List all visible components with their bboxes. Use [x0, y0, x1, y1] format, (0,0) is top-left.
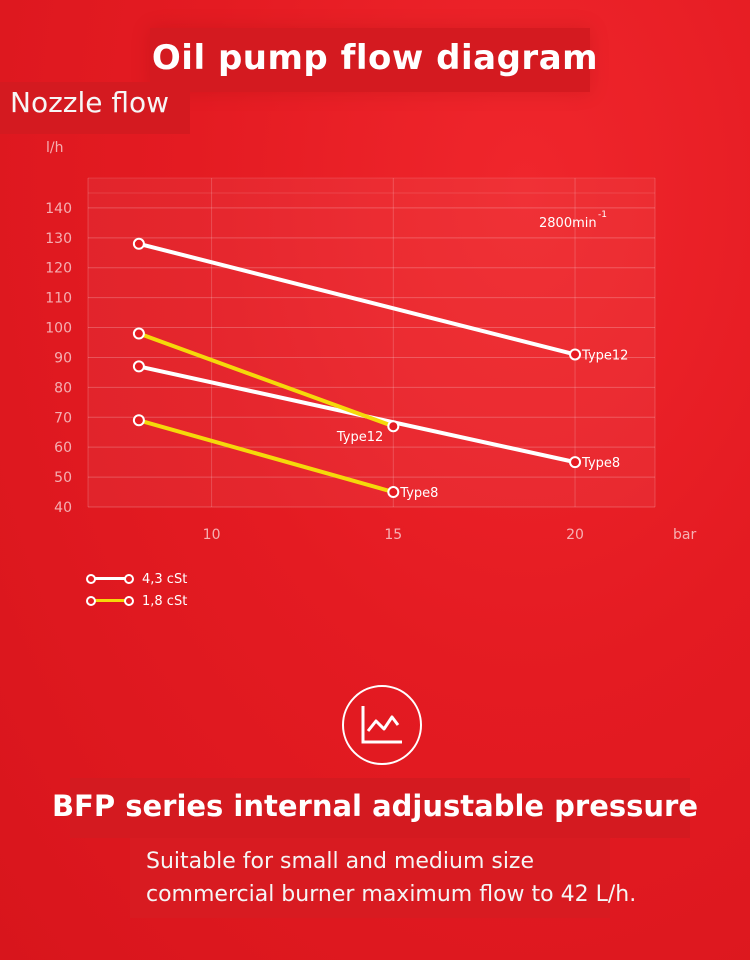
data-point — [569, 348, 582, 361]
data-point — [132, 327, 145, 340]
series-end-label: Type8 — [581, 456, 620, 471]
y-tick-label: 70 — [54, 410, 72, 426]
page-title: Oil pump flow diagram — [151, 38, 599, 78]
legend-label: 1,8 cSt — [142, 593, 188, 609]
flow-chart: 40 50 60 70 80 90 100 110 120 130 140 10 15 20 l/h bar 2… — [45, 140, 696, 543]
data-point — [132, 414, 145, 427]
chart-subtitle: Nozzle flow — [10, 86, 170, 119]
y-tick-label: 40 — [54, 500, 72, 516]
plot-area — [88, 178, 655, 507]
y-tick-label: 130 — [45, 231, 72, 247]
data-point — [387, 420, 400, 433]
series-end-label: Type12 — [336, 430, 383, 445]
series-line — [136, 241, 578, 357]
data-point — [132, 360, 145, 373]
y-tick-label: 80 — [54, 380, 72, 396]
legend-label: 4,3 cSt — [142, 571, 188, 587]
line-chart-icon — [342, 685, 422, 765]
subtitle-background — [0, 82, 190, 134]
legend-swatch-yellow — [86, 596, 134, 606]
chart-legend: 4,3 cSt 1,8 cSt — [86, 568, 187, 612]
x-tick-label: 20 — [566, 527, 584, 543]
x-tick-label: 15 — [384, 527, 402, 543]
feature-heading: BFP series internal adjustable pressure — [51, 789, 699, 823]
rpm-annotation: 2800min — [539, 216, 597, 231]
description-line-2: commercial burner maximum flow to 42 L/h… — [146, 882, 637, 907]
title-background — [150, 28, 590, 92]
y-tick-label: 110 — [45, 291, 72, 307]
y-axis-label: l/h — [46, 140, 63, 156]
y-tick-label: 50 — [54, 470, 72, 486]
y-tick-label: 90 — [54, 350, 72, 366]
series-end-label: Type12 — [581, 348, 628, 363]
y-tick-label: 60 — [54, 440, 72, 456]
series-line — [136, 331, 396, 429]
data-point — [387, 486, 400, 499]
legend-swatch-white — [86, 574, 134, 584]
rpm-annotation-superscript: -1 — [598, 210, 607, 220]
feature-description: Suitable for small and medium size comme… — [146, 845, 706, 911]
banner-background — [70, 778, 690, 838]
description-background — [130, 838, 610, 918]
series-line — [136, 418, 396, 495]
series-end-label: Type8 — [399, 486, 438, 501]
data-point — [132, 237, 145, 250]
x-tick-label: 10 — [203, 527, 221, 543]
legend-item-18cst: 1,8 cSt — [86, 590, 187, 612]
y-tick-label: 140 — [45, 201, 72, 217]
y-tick-label: 100 — [45, 321, 72, 337]
description-line-1: Suitable for small and medium size — [146, 849, 535, 874]
legend-item-43cst: 4,3 cSt — [86, 568, 187, 590]
data-point — [569, 456, 582, 469]
x-axis-label: bar — [673, 527, 696, 543]
y-tick-label: 120 — [45, 261, 72, 277]
